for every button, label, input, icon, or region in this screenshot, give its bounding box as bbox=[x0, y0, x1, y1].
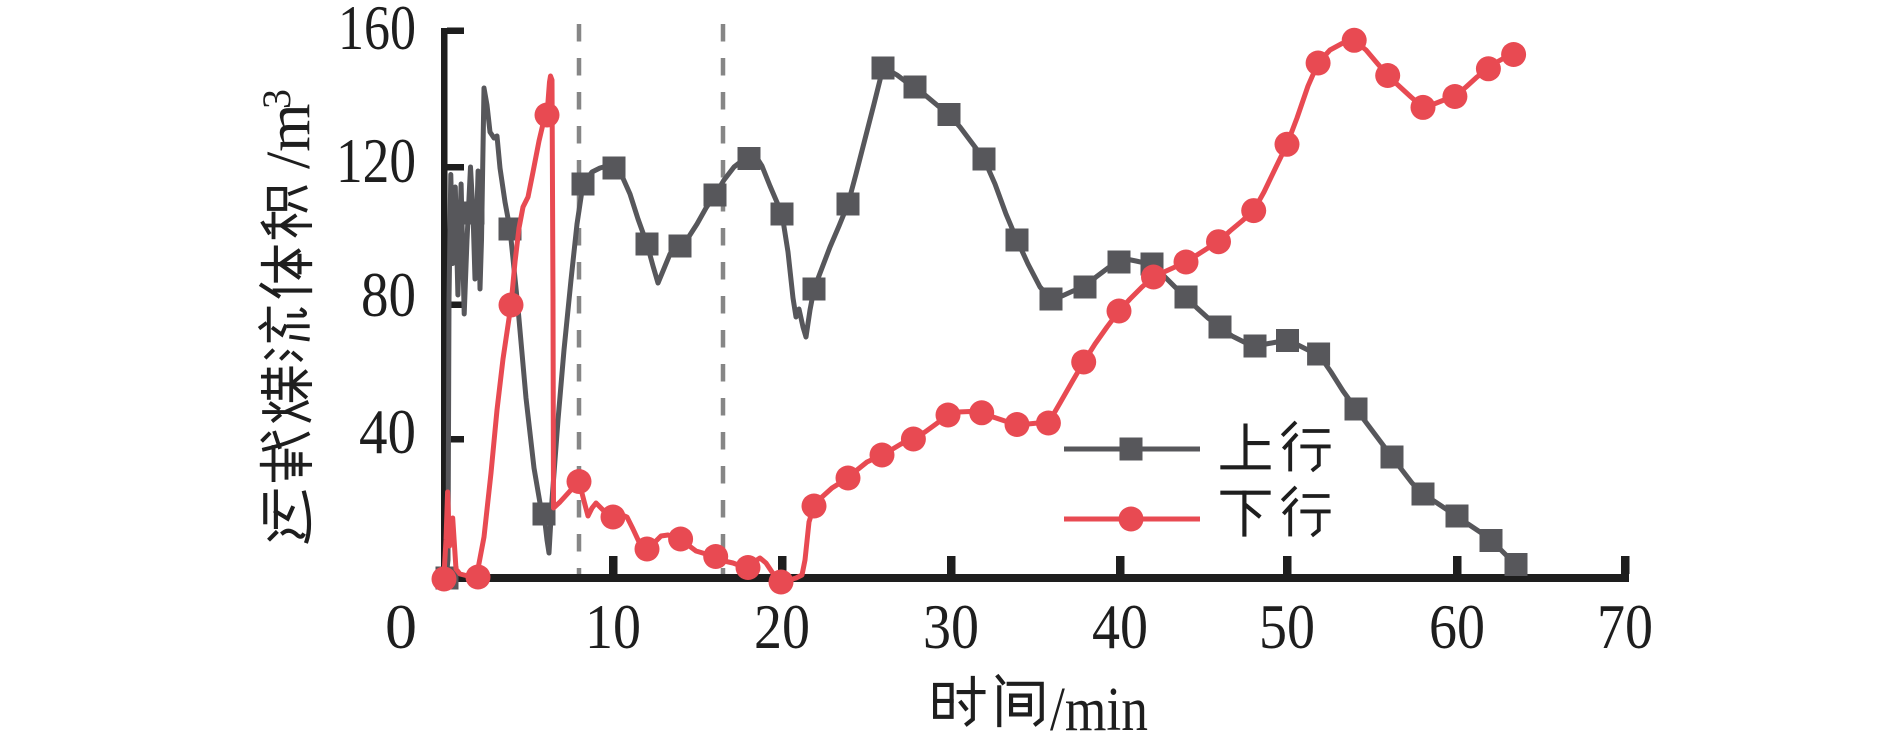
svg-text:40: 40 bbox=[1092, 591, 1148, 662]
svg-text:80: 80 bbox=[361, 259, 416, 330]
svg-text:120: 120 bbox=[336, 125, 416, 196]
svg-text:70: 70 bbox=[1597, 591, 1653, 662]
svg-text:/min: /min bbox=[1050, 676, 1148, 739]
svg-text:/m: /m bbox=[255, 104, 323, 169]
svg-text:0: 0 bbox=[385, 591, 417, 662]
svg-text:3: 3 bbox=[254, 89, 299, 109]
svg-text:30: 30 bbox=[923, 591, 979, 662]
svg-text:160: 160 bbox=[338, 0, 416, 63]
svg-text:60: 60 bbox=[1429, 591, 1485, 662]
svg-text:20: 20 bbox=[754, 591, 810, 662]
svg-text:10: 10 bbox=[585, 591, 641, 662]
svg-text:50: 50 bbox=[1259, 591, 1315, 662]
svg-text:40: 40 bbox=[359, 396, 416, 467]
